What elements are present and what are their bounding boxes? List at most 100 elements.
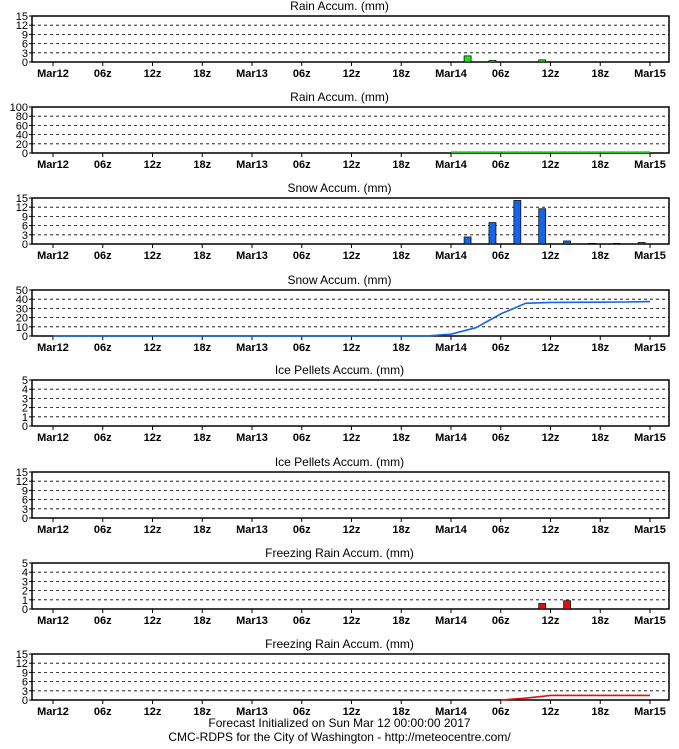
x-tick-label: 12z: [542, 432, 560, 444]
x-tick-label: Mar13: [236, 159, 268, 171]
y-tick-label: 3: [22, 504, 28, 516]
x-tick-label: 12z: [144, 342, 162, 354]
x-tick-label: Mar14: [435, 706, 468, 718]
y-tick-label: 0: [22, 239, 28, 251]
x-tick-label: 12z: [343, 342, 361, 354]
x-tick-label: 18z: [193, 250, 211, 262]
y-tick-label: 15: [16, 649, 28, 661]
x-tick-label: 06z: [492, 524, 510, 536]
x-tick-label: Mar12: [37, 524, 69, 536]
x-tick-label: 12z: [542, 342, 560, 354]
x-tick-label: 18z: [193, 159, 211, 171]
x-tick-label: 18z: [591, 706, 609, 718]
x-tick-label: 18z: [591, 159, 609, 171]
plot-frame: [31, 289, 670, 337]
x-tick-label: 18z: [392, 706, 410, 718]
y-tick-label: 0: [22, 513, 28, 525]
x-tick-label: 12z: [542, 159, 560, 171]
x-tick-label: Mar12: [37, 68, 69, 80]
x-tick-label: 12z: [343, 250, 361, 262]
x-tick-label: Mar15: [634, 159, 666, 171]
x-tick-label: 18z: [193, 68, 211, 80]
y-tick-label: 12: [16, 476, 28, 488]
x-tick-label: 12z: [144, 159, 162, 171]
x-tick-label: Mar12: [37, 615, 69, 627]
x-tick-label: Mar12: [37, 706, 69, 718]
x-tick-label: 18z: [591, 432, 609, 444]
x-tick-label: 18z: [193, 524, 211, 536]
y-tick-label: 9: [22, 667, 28, 679]
x-tick-label: 06z: [293, 706, 311, 718]
x-tick-label: 06z: [94, 68, 112, 80]
y-tick-label: 100: [10, 102, 28, 114]
y-tick-label: 12: [16, 20, 28, 32]
bar: [588, 243, 596, 245]
y-tick-label: 2: [22, 403, 28, 415]
panel-title: Snow Accum. (mm): [287, 181, 391, 195]
y-tick-label: 4: [22, 384, 28, 396]
y-tick-label: 6: [22, 677, 28, 689]
y-tick-label: 20: [16, 139, 28, 151]
x-tick-label: 18z: [193, 615, 211, 627]
x-tick-label: 18z: [392, 68, 410, 80]
plot-frame: [31, 379, 670, 427]
y-tick-label: 3: [22, 230, 28, 242]
bar: [488, 222, 497, 245]
panel-title: Ice Pellets Accum. (mm): [275, 455, 404, 469]
x-tick-label: Mar12: [37, 432, 69, 444]
y-tick-label: 9: [22, 485, 28, 497]
x-tick-label: Mar13: [236, 250, 268, 262]
bar: [463, 236, 472, 245]
x-tick-label: 06z: [492, 615, 510, 627]
y-tick-label: 6: [22, 39, 28, 51]
x-tick-label: Mar12: [37, 159, 69, 171]
x-tick-label: 18z: [591, 250, 609, 262]
x-tick-label: 18z: [193, 706, 211, 718]
x-tick-label: Mar13: [236, 524, 268, 536]
x-tick-label: 18z: [392, 615, 410, 627]
x-tick-label: 06z: [293, 342, 311, 354]
y-tick-label: 9: [22, 29, 28, 41]
x-tick-label: 06z: [94, 342, 112, 354]
x-tick-label: 18z: [591, 342, 609, 354]
y-tick-label: 30: [16, 303, 28, 315]
x-tick-label: 06z: [492, 68, 510, 80]
x-tick-label: 18z: [392, 250, 410, 262]
bar: [538, 603, 547, 610]
x-tick-label: Mar15: [634, 250, 666, 262]
x-tick-label: 18z: [392, 342, 410, 354]
panel-title: Ice Pellets Accum. (mm): [275, 363, 404, 377]
x-tick-label: Mar13: [236, 432, 268, 444]
x-tick-label: 12z: [343, 524, 361, 536]
x-tick-label: 06z: [94, 615, 112, 627]
x-tick-label: 12z: [343, 706, 361, 718]
x-tick-label: 12z: [542, 615, 560, 627]
panel-title: Snow Accum. (mm): [287, 273, 391, 287]
x-tick-label: 06z: [293, 524, 311, 536]
x-tick-label: 06z: [94, 159, 112, 171]
plot-frame: [31, 471, 670, 519]
x-tick-label: 12z: [542, 250, 560, 262]
x-tick-label: Mar14: [435, 432, 468, 444]
x-tick-label: 06z: [492, 250, 510, 262]
x-tick-label: Mar13: [236, 68, 268, 80]
y-tick-label: 3: [22, 48, 28, 60]
x-tick-label: 12z: [144, 706, 162, 718]
x-tick-label: 06z: [492, 159, 510, 171]
plot-frame: [31, 15, 670, 63]
y-tick-label: 3: [22, 686, 28, 698]
x-tick-label: 18z: [392, 524, 410, 536]
x-tick-label: Mar15: [634, 68, 666, 80]
x-tick-label: Mar14: [435, 615, 468, 627]
x-tick-label: Mar13: [236, 706, 268, 718]
x-tick-label: 12z: [542, 524, 560, 536]
x-tick-label: 18z: [392, 432, 410, 444]
y-tick-label: 5: [22, 375, 28, 387]
y-tick-label: 6: [22, 495, 28, 507]
x-tick-label: 06z: [94, 250, 112, 262]
x-tick-label: Mar12: [37, 250, 69, 262]
bar: [563, 600, 571, 610]
x-tick-label: 12z: [343, 159, 361, 171]
y-tick-label: 1: [22, 412, 28, 424]
bar: [563, 240, 571, 245]
